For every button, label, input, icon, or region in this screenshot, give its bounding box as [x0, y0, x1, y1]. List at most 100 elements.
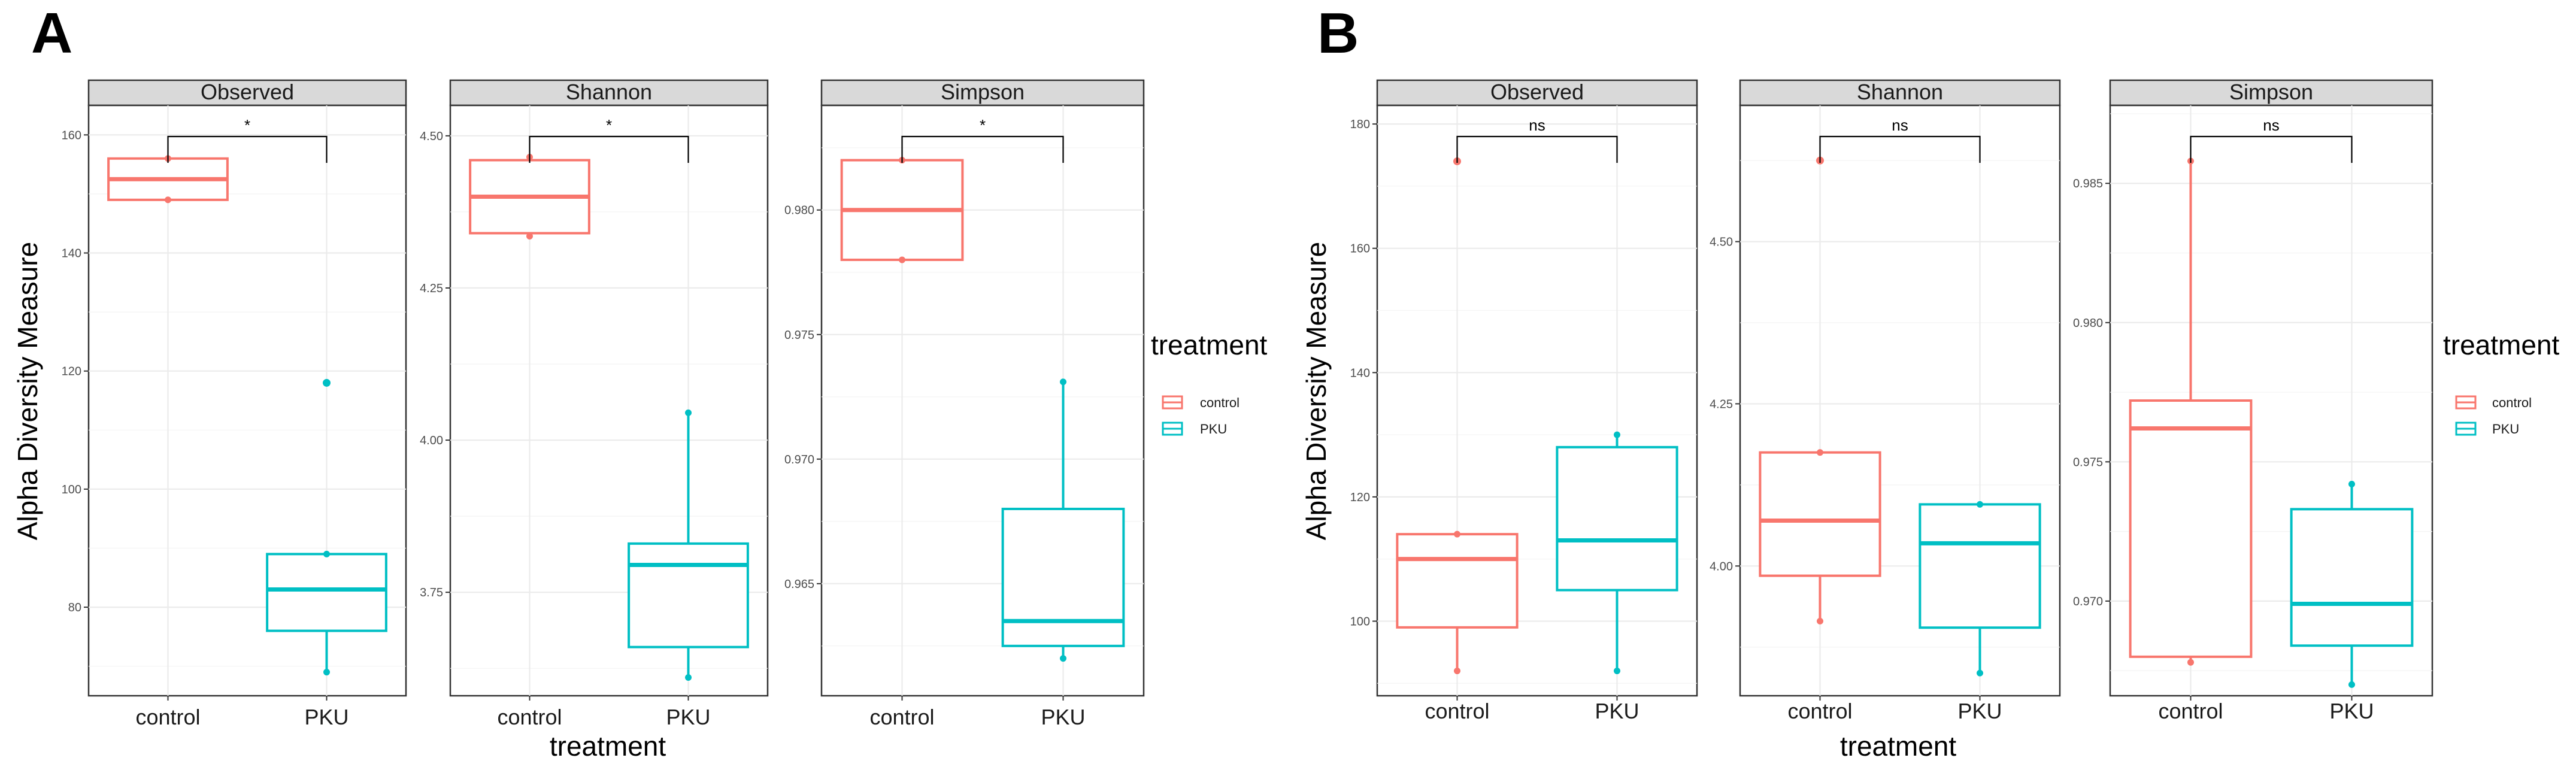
box-iqr [2129, 399, 2253, 658]
box-pku [1919, 501, 2041, 677]
facet-strip-label: Simpson [2229, 80, 2313, 104]
x-tick-label: PKU [1957, 699, 2002, 723]
legend-label-control: control [1200, 395, 1239, 410]
box-control [107, 155, 229, 204]
facet-simpson: Simpson 0.965 0.970 0.975 0.980 * control PKU [784, 79, 1145, 729]
significance-bracket [901, 135, 1064, 163]
data-point-max [1060, 378, 1066, 386]
y-tick-label: 140 [62, 247, 81, 260]
y-tick-label: 0.985 [2073, 177, 2103, 190]
x-tick-label: PKU [1041, 705, 1085, 729]
data-point-min [323, 669, 330, 676]
x-tick-label: PKU [666, 705, 710, 729]
box-iqr [1001, 507, 1125, 647]
y-tick-label: 100 [62, 483, 81, 496]
facet-strip [87, 79, 407, 107]
legend: treatment control PKU [2443, 329, 2560, 436]
data-point-min [2348, 681, 2355, 688]
legend: treatment control PKU [1151, 329, 1268, 436]
significance-label: * [244, 116, 250, 134]
significance-bracket [529, 135, 689, 163]
y-tick-label: 0.975 [2073, 456, 2103, 469]
facet-simpson: Simpson 0.970 0.975 0.980 0.985 ns control PKU [2073, 79, 2433, 723]
y-tick-label: 180 [1350, 118, 1370, 131]
x-tick-label: control [135, 705, 200, 729]
legend-label-pku: PKU [1200, 422, 1227, 436]
y-tick-label: 0.975 [784, 329, 814, 342]
data-point-max [685, 409, 692, 416]
data-point-max [1454, 530, 1460, 538]
x-tick-label: control [497, 705, 562, 729]
box-pku [266, 378, 387, 676]
facet-observed: Observed 80 100 120 140 160 * control PKU [62, 79, 407, 729]
y-tick-label: 80 [68, 601, 81, 614]
y-tick-label: 140 [1350, 366, 1370, 380]
facet-shannon: Shannon 3.75 4.00 4.25 4.50 * control PKU [420, 79, 769, 729]
panel-letter: A [31, 1, 72, 65]
box-pku [628, 409, 749, 681]
facet-strip-label: Shannon [1857, 80, 1943, 104]
data-point-min [1977, 669, 1983, 677]
x-tick-label: control [869, 705, 934, 729]
y-tick-label: 100 [1350, 615, 1370, 628]
significance-bracket [1456, 135, 1618, 163]
y-tick-label: 4.50 [1710, 236, 1733, 249]
box-iqr [1396, 533, 1519, 629]
significance-label: * [980, 116, 986, 134]
y-axis-title: Alpha Diversity Measure [1301, 242, 1332, 541]
data-point-min [1060, 655, 1066, 662]
box-iqr [628, 542, 749, 648]
box-iqr [2290, 508, 2414, 647]
box-control [1759, 156, 1881, 625]
y-tick-label: 120 [1350, 491, 1370, 504]
y-tick-label: 4.00 [1710, 560, 1733, 573]
y-tick-label: 4.00 [420, 434, 443, 447]
significance-label: ns [1529, 116, 1545, 134]
facet-strip [449, 79, 769, 107]
box-control [1396, 157, 1519, 674]
box-pku [2290, 481, 2414, 688]
data-point-min [685, 674, 692, 681]
y-tick-label: 160 [1350, 242, 1370, 256]
data-point-max [323, 550, 330, 557]
data-point-min [1614, 667, 1620, 674]
panel-B: B Observed 100 120 140 160 180 ns control PKU Shan… [1301, 1, 2560, 762]
box-iqr [1919, 503, 2041, 629]
data-point-max [1977, 501, 1983, 508]
box-pku [1556, 431, 1678, 674]
x-tick-label: control [2158, 699, 2223, 723]
box-control [2129, 157, 2253, 666]
box-control [469, 153, 590, 240]
y-tick-label: 3.75 [420, 586, 443, 599]
legend-label-pku: PKU [2492, 422, 2519, 436]
data-point-max [2348, 481, 2355, 488]
facet-strip-label: Observed [1490, 80, 1584, 104]
x-axis-title: treatment [1840, 730, 1957, 762]
significance-label: * [606, 116, 612, 134]
facet-strip-label: Simpson [941, 80, 1025, 104]
significance-label: ns [2263, 116, 2279, 134]
panel-letter: B [1317, 1, 1359, 65]
y-tick-label: 160 [62, 129, 81, 142]
x-tick-label: PKU [304, 705, 348, 729]
facet-strip-label: Shannon [566, 80, 652, 104]
box-iqr [266, 553, 387, 632]
x-tick-label: control [1425, 699, 1489, 723]
data-point-min [1817, 617, 1823, 625]
y-tick-label: 120 [62, 365, 81, 378]
y-axis-title: Alpha Diversity Measure [12, 242, 43, 541]
y-tick-label: 4.25 [420, 282, 443, 295]
facet-shannon: Shannon 4.00 4.25 4.50 ns control PKU [1710, 79, 2061, 723]
data-point-min [2187, 659, 2194, 666]
y-tick-label: 0.970 [784, 453, 814, 466]
y-tick-label: 0.980 [2073, 317, 2103, 330]
outlier-point [323, 378, 331, 387]
y-tick-label: 0.980 [784, 204, 814, 217]
box-iqr [1556, 445, 1678, 592]
box-iqr [1759, 451, 1881, 577]
legend-label-control: control [2492, 395, 2532, 410]
significance-bracket [2190, 135, 2353, 163]
data-point-max [1817, 449, 1823, 456]
significance-bracket [1819, 135, 1981, 163]
